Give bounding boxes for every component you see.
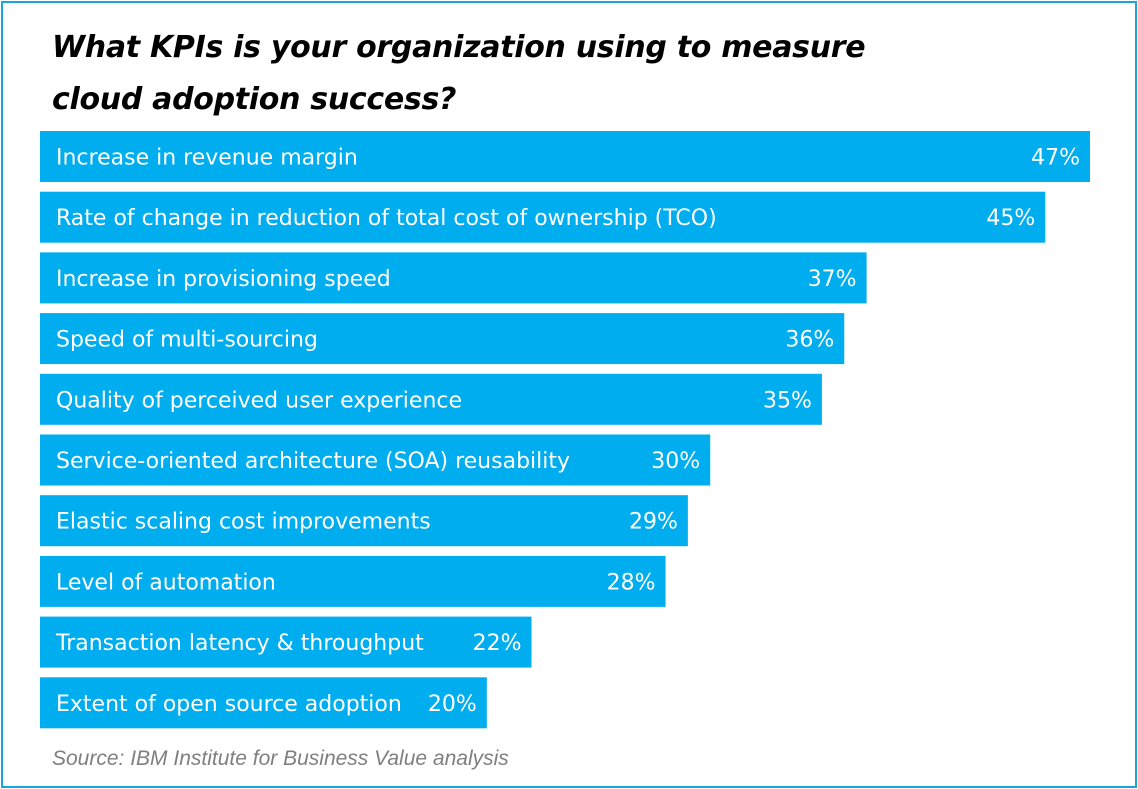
bar (40, 495, 688, 547)
category-label: Increase in revenue margin (56, 146, 358, 171)
chart-title: What KPIs is your organization using to … (52, 30, 866, 117)
bar (40, 373, 822, 425)
category-label: Rate of change in reduction of total cos… (56, 206, 717, 231)
bar (40, 434, 711, 486)
category-label: Speed of multi-sourcing (56, 328, 318, 353)
category-label: Quality of perceived user experience (56, 388, 462, 413)
category-label: Increase in provisioning speed (56, 267, 391, 292)
category-label: Level of automation (56, 570, 276, 595)
category-label: Service-oriented architecture (SOA) reus… (56, 449, 570, 474)
value-label: 20% (428, 692, 477, 717)
source-note: Source: IBM Institute for Business Value… (52, 747, 509, 770)
category-label: Transaction latency & throughput (55, 631, 424, 656)
value-label: 47% (1031, 146, 1080, 171)
value-label: 45% (986, 206, 1035, 231)
category-label: Extent of open source adoption (56, 692, 402, 717)
bar (40, 131, 1090, 182)
value-label: 35% (763, 388, 812, 413)
bar (40, 616, 532, 668)
category-label: Elastic scaling cost improvements (56, 510, 431, 535)
value-label: 22% (473, 631, 522, 656)
value-label: 37% (808, 267, 857, 292)
value-label: 36% (785, 328, 834, 353)
value-label: 30% (651, 449, 700, 474)
bar (40, 191, 1046, 243)
bar (40, 313, 845, 365)
bar (40, 555, 666, 607)
bar (40, 252, 867, 304)
value-label: 28% (607, 570, 656, 595)
value-label: 29% (629, 510, 678, 535)
bar (40, 677, 487, 729)
